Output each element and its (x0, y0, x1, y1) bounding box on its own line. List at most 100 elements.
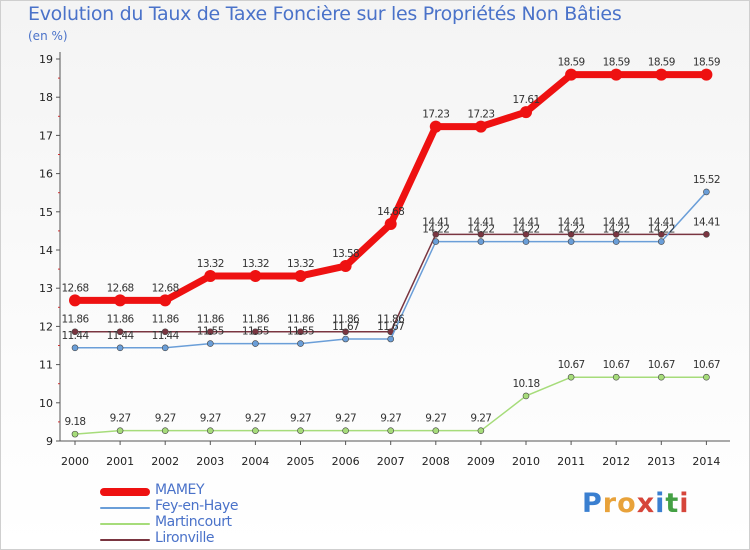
legend-item: Fey-en-Haye (100, 498, 300, 516)
data-point (207, 328, 214, 336)
data-point (432, 427, 440, 434)
legend-item: Martincourt (100, 514, 300, 532)
data-label: 11.55 (197, 326, 224, 338)
x-tick-label: 2012 (602, 455, 630, 468)
data-label: 11.86 (242, 314, 270, 326)
y-tick-label: 18 (39, 91, 53, 104)
x-tick-label: 2002 (151, 455, 179, 468)
logo-letter: r (602, 488, 618, 519)
data-point (657, 238, 665, 245)
data-point (522, 231, 530, 238)
data-point (703, 231, 710, 238)
data-label: 11.86 (107, 314, 135, 326)
data-label: 14.22 (422, 224, 449, 236)
data-label: 18.59 (603, 57, 630, 69)
x-tick-label: 2005 (287, 455, 315, 468)
data-point (71, 344, 79, 352)
legend-label: Fey-en-Haye (155, 498, 239, 514)
data-label: 11.86 (61, 314, 89, 326)
data-label: 13.32 (197, 258, 224, 270)
data-label: 11.44 (107, 330, 135, 342)
data-label: 9.27 (425, 413, 446, 425)
data-label: 10.67 (603, 359, 630, 371)
data-label: 14.22 (512, 224, 539, 236)
data-label: 13.58 (332, 248, 359, 260)
x-tick-label: 2003 (196, 455, 224, 468)
data-label: 14.22 (603, 224, 630, 236)
data-point (249, 269, 262, 282)
data-label: 9.27 (380, 413, 401, 425)
data-point (116, 328, 124, 336)
x-tick-label: 2010 (512, 455, 540, 468)
data-point (520, 106, 532, 119)
data-point (655, 68, 668, 81)
data-point (161, 328, 169, 336)
data-point (429, 120, 442, 133)
data-label: 11.55 (242, 326, 269, 338)
data-point (297, 340, 304, 347)
data-point (477, 427, 485, 434)
data-label: 9.18 (65, 416, 86, 428)
y-tick-label: 10 (39, 397, 53, 410)
data-label: 12.68 (107, 282, 134, 294)
series-line-mamey (71, 71, 710, 304)
data-label: 11.86 (287, 314, 315, 326)
data-point (612, 373, 620, 381)
data-label: 18.59 (648, 57, 675, 69)
series-line-martincourt (74, 376, 707, 435)
data-label: 17.23 (422, 109, 449, 121)
data-label: 11.86 (197, 314, 225, 326)
data-label: 11.44 (61, 330, 89, 342)
data-point (477, 238, 485, 245)
data-point (159, 294, 172, 307)
data-label: 9.27 (245, 413, 266, 425)
data-point (71, 430, 79, 438)
x-tick-label: 2011 (557, 455, 585, 468)
x-tick-label: 2009 (467, 455, 495, 468)
data-label: 14.41 (603, 216, 630, 228)
data-point (71, 328, 79, 336)
data-label: 9.27 (110, 413, 131, 425)
data-point (703, 373, 710, 381)
chart-title: Evolution du Taux de Taxe Foncière sur l… (28, 3, 622, 25)
data-point (610, 68, 623, 81)
data-label: 14.22 (558, 224, 585, 236)
x-tick-label: 2013 (647, 455, 675, 468)
data-point (294, 269, 307, 282)
data-label: 10.67 (558, 359, 585, 371)
data-label: 14.41 (558, 216, 585, 228)
data-point (567, 373, 575, 381)
y-tick-label: 19 (39, 53, 53, 66)
data-point (700, 68, 713, 81)
y-tick-label: 17 (39, 129, 53, 142)
y-tick-label: 14 (39, 244, 53, 257)
legend-label: Martincourt (155, 514, 232, 530)
x-tick-label: 2006 (332, 455, 360, 468)
chart-subtitle: (en %) (28, 29, 68, 43)
y-tick-label: 11 (39, 359, 53, 372)
data-label: 10.67 (693, 359, 720, 371)
legend-swatch (100, 523, 150, 525)
data-point (522, 392, 530, 400)
data-point (252, 340, 259, 347)
data-point (565, 68, 578, 81)
data-label: 9.27 (200, 413, 221, 425)
data-label: 14.22 (467, 224, 494, 236)
data-label: 9.27 (335, 413, 356, 425)
data-label: 12.68 (61, 282, 88, 294)
data-label: 9.27 (470, 413, 491, 425)
data-point (161, 427, 169, 434)
data-point (161, 344, 169, 352)
data-label: 11.86 (332, 314, 360, 326)
data-point (339, 260, 352, 273)
data-point (342, 427, 349, 434)
data-label: 11.86 (377, 314, 405, 326)
data-label: 17.23 (467, 109, 494, 121)
data-point (252, 427, 259, 434)
y-tick-label: 12 (39, 320, 53, 333)
data-point (297, 427, 304, 434)
data-label: 14.41 (512, 216, 539, 228)
data-point (116, 344, 124, 352)
data-point (384, 218, 397, 231)
data-label: 18.59 (693, 57, 720, 69)
